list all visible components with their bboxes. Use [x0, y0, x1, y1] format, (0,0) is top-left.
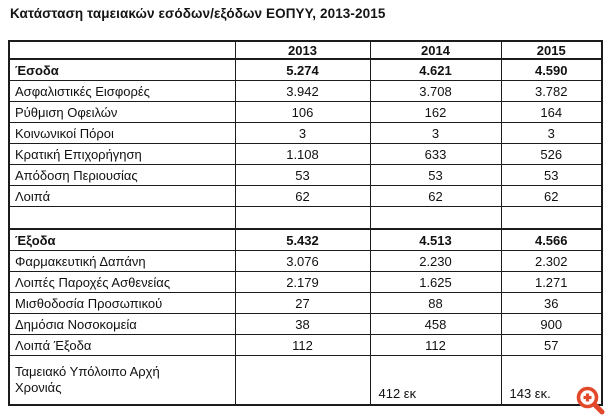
cell-value: 1.625 [369, 271, 502, 293]
table-row: Ρύθμιση Οφειλών 106 162 164 [8, 101, 603, 123]
cell-value: 27 [234, 292, 371, 314]
row-label: Ρύθμιση Οφειλών [8, 101, 236, 123]
cell-value: 4.566 [500, 228, 603, 251]
cell-value: 633 [369, 143, 502, 165]
cell-value: 1.108 [234, 143, 371, 165]
cell-value: 5.432 [234, 228, 371, 251]
cell-value: 2.302 [500, 250, 603, 272]
table-row-cash-balance: Ταμειακό Υπόλοιπο Αρχή Χρονιάς 412 εκ 14… [8, 355, 603, 406]
row-label [8, 206, 236, 230]
cell-value: 162 [369, 101, 502, 123]
cell-value: 53 [234, 164, 371, 186]
header-row: 2013 2014 2015 [8, 40, 603, 60]
row-label: Κρατική Επιχορήγηση [8, 143, 236, 165]
table-row: Κρατική Επιχορήγηση 1.108 633 526 [8, 143, 603, 165]
table-row-expense-total: Έξοδα 5.432 4.513 4.566 [8, 228, 603, 251]
cell-value: 458 [369, 313, 502, 335]
cell-value: 3 [500, 122, 603, 144]
cell-value: 88 [369, 292, 502, 314]
row-label: Μισθοδοσία Προσωπικού [8, 292, 236, 314]
eopyy-cash-table: 2013 2014 2015 Έσοδα 5.274 4.621 4.590 Α… [8, 40, 603, 406]
cell-value: 3 [369, 122, 502, 144]
column-header-2014: 2014 [369, 40, 502, 60]
cell-value: 2.179 [234, 271, 371, 293]
cell-value: 3.708 [369, 80, 502, 102]
table-row: Απόδοση Περιουσίας 53 53 53 [8, 164, 603, 186]
cell-value: 5.274 [234, 58, 371, 81]
cell-value: 112 [234, 334, 371, 356]
row-label: Φαρμακευτική Δαπάνη [8, 250, 236, 272]
cell-value: 4.621 [369, 58, 502, 81]
row-label: Έξοδα [8, 228, 236, 251]
cell-value: 4.513 [369, 228, 502, 251]
cell-value [500, 206, 603, 230]
table-row: Κοινωνικοί Πόροι 3 3 3 [8, 122, 603, 144]
row-label: Κοινωνικοί Πόροι [8, 122, 236, 144]
cell-value: 53 [500, 164, 603, 186]
cell-value: 526 [500, 143, 603, 165]
table-row-spacer [8, 206, 603, 230]
cell-value: 62 [500, 185, 603, 207]
row-label: Απόδοση Περιουσίας [8, 164, 236, 186]
cell-value [234, 355, 371, 406]
cell-value [369, 206, 502, 230]
row-label: Λοιπές Παροχές Ασθενείας [8, 271, 236, 293]
table-row: Λοιπά 62 62 62 [8, 185, 603, 207]
cell-value [234, 206, 371, 230]
cell-value: 62 [234, 185, 371, 207]
table-row: Ασφαλιστικές Εισφορές 3.942 3.708 3.782 [8, 80, 603, 102]
cell-value: 3.782 [500, 80, 603, 102]
cell-value: 62 [369, 185, 502, 207]
cell-value: 2.230 [369, 250, 502, 272]
column-header-2013: 2013 [234, 40, 371, 60]
row-label-text: Ταμειακό Υπόλοιπο Αρχή Χρονιάς [15, 363, 160, 395]
row-label: Έσοδα [8, 58, 236, 81]
table-row: Μισθοδοσία Προσωπικού 27 88 36 [8, 292, 603, 314]
cell-value: 36 [500, 292, 603, 314]
cell-value: 53 [369, 164, 502, 186]
cell-value: 4.590 [500, 58, 603, 81]
zoom-in-icon[interactable] [574, 384, 606, 416]
cell-value: 3 [234, 122, 371, 144]
table-row: Λοιπά Έξοδα 112 112 57 [8, 334, 603, 356]
row-label: Λοιπά Έξοδα [8, 334, 236, 356]
column-header-blank [8, 40, 236, 60]
row-label: Ασφαλιστικές Εισφορές [8, 80, 236, 102]
table-row: Φαρμακευτική Δαπάνη 3.076 2.230 2.302 [8, 250, 603, 272]
cell-value: 3.076 [234, 250, 371, 272]
table-row-income-total: Έσοδα 5.274 4.621 4.590 [8, 58, 603, 81]
cell-value: 38 [234, 313, 371, 335]
cell-value: 3.942 [234, 80, 371, 102]
page-title: Κατάσταση ταμειακών εσόδων/εξόδων ΕΟΠΥΥ,… [10, 6, 386, 21]
cell-value: 900 [500, 313, 603, 335]
cell-value: 164 [500, 101, 603, 123]
table-row: Λοιπές Παροχές Ασθενείας 2.179 1.625 1.2… [8, 271, 603, 293]
cell-value: 112 [369, 334, 502, 356]
cell-value: 1.271 [500, 271, 603, 293]
column-header-2015: 2015 [500, 40, 603, 60]
row-label: Λοιπά [8, 185, 236, 207]
cell-value: 106 [234, 101, 371, 123]
cell-value: 57 [500, 334, 603, 356]
cell-value: 412 εκ [369, 355, 502, 406]
table-row: Δημόσια Νοσοκομεία 38 458 900 [8, 313, 603, 335]
row-label: Ταμειακό Υπόλοιπο Αρχή Χρονιάς [8, 355, 236, 406]
row-label: Δημόσια Νοσοκομεία [8, 313, 236, 335]
